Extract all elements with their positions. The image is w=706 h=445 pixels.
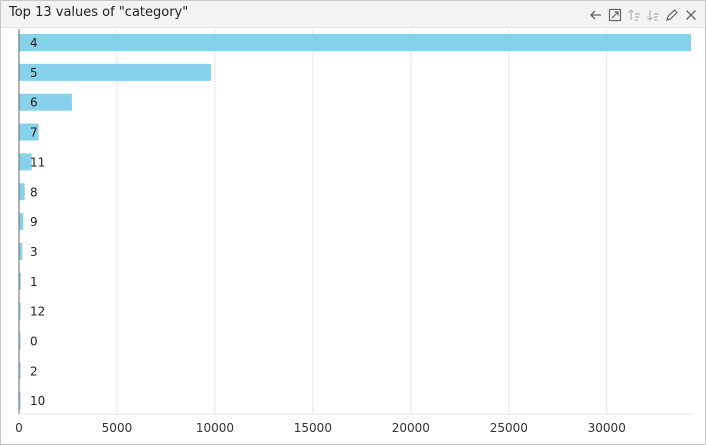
bar[interactable]	[19, 392, 21, 410]
bar[interactable]	[19, 183, 25, 201]
bar[interactable]	[19, 272, 21, 290]
sort-ascending-icon[interactable]	[626, 7, 642, 23]
expand-icon[interactable]	[607, 7, 623, 23]
category-label: 10	[30, 394, 45, 408]
bar-chart: 0 5000 10000 15000 20000 25000 30000 4 5 6 7 11 8 9 3 1…	[15, 29, 691, 435]
category-label: 7	[30, 126, 38, 140]
close-icon[interactable]	[683, 7, 699, 23]
back-arrow-icon[interactable]	[588, 7, 604, 23]
panel-title: Top 13 values of "category"	[9, 5, 189, 20]
category-label: 9	[30, 215, 38, 229]
category-label: 0	[30, 335, 38, 349]
category-label: 4	[30, 36, 38, 50]
category-label: 12	[30, 305, 45, 319]
x-tick-label: 15000	[294, 421, 332, 435]
category-label: 3	[30, 245, 38, 259]
x-tick-label: 25000	[490, 421, 528, 435]
x-tick-label: 20000	[392, 421, 430, 435]
sort-descending-icon[interactable]	[645, 7, 661, 23]
bar[interactable]	[19, 63, 211, 81]
bar[interactable]	[19, 242, 23, 260]
bar[interactable]	[19, 93, 72, 111]
x-tick-label: 30000	[588, 421, 626, 435]
bar[interactable]	[19, 34, 691, 51]
bar[interactable]	[19, 332, 21, 350]
panel-titlebar: Top 13 values of "category"	[1, 1, 705, 28]
panel-toolbar	[588, 6, 699, 24]
bar[interactable]	[19, 213, 24, 231]
x-tick-label: 0	[15, 421, 23, 435]
category-label: 11	[30, 155, 45, 169]
category-label: 2	[30, 364, 38, 378]
x-tick-label: 10000	[196, 421, 234, 435]
bar[interactable]	[19, 123, 39, 141]
bar[interactable]	[19, 153, 32, 171]
edit-pencil-icon[interactable]	[664, 7, 680, 23]
bar[interactable]	[19, 362, 21, 380]
category-label: 8	[30, 185, 38, 199]
category-label: 1	[30, 275, 38, 289]
bar[interactable]	[19, 302, 21, 320]
x-tick-label: 5000	[102, 421, 133, 435]
category-label: 6	[30, 96, 38, 110]
category-label: 5	[30, 66, 38, 80]
